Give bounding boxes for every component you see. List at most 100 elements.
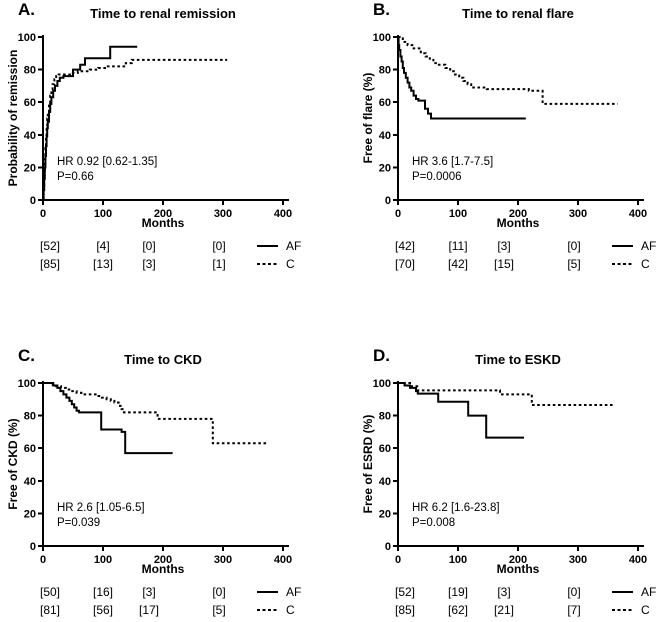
svg-text:400: 400 xyxy=(274,554,292,566)
svg-text:100: 100 xyxy=(449,208,467,220)
svg-text:60: 60 xyxy=(24,97,36,109)
km-plot-svg: 0 20 40 60 80 100 0 100 200 300 400 xyxy=(373,378,648,566)
svg-text:200: 200 xyxy=(509,554,527,566)
svg-text:0: 0 xyxy=(40,208,46,220)
at-risk-row: [85] [62] [21] [7] C xyxy=(330,602,660,618)
hr-annotation: HR 0.92 [0.62-1.35] P=0.66 xyxy=(57,155,157,185)
panel-letter: B. xyxy=(373,0,390,19)
x-axis-label: Months xyxy=(496,216,540,230)
legend-dashed-line xyxy=(612,263,633,265)
panel-letter: C. xyxy=(18,346,35,365)
at-risk-count: [17] xyxy=(138,603,159,617)
chart-title: Time to ESKD xyxy=(475,352,561,367)
panel-c: C. Time to CKD Free of CKD (%) 0 20 40 60 80… xyxy=(0,346,330,622)
at-risk-count: [3] xyxy=(142,585,156,599)
x-axis-label: Months xyxy=(141,562,185,576)
svg-text:300: 300 xyxy=(569,554,587,566)
panel-d: D. Time to ESKD Free of ESRD (%) 0 20 40 60… xyxy=(330,346,660,622)
svg-text:100: 100 xyxy=(94,208,112,220)
panel-a: A. Time to renal remission Probability o… xyxy=(0,0,330,276)
svg-text:0: 0 xyxy=(30,195,36,207)
hr-annotation: HR 3.6 [1.7-7.5] P=0.0006 xyxy=(412,155,493,185)
at-risk-count: [0] xyxy=(142,239,156,253)
legend-label: C xyxy=(286,603,295,617)
chart-title: Time to CKD xyxy=(124,352,202,367)
at-risk-count: [0] xyxy=(212,585,226,599)
legend-label: C xyxy=(641,603,650,617)
at-risk-row: [85] [13] [3] [1] C xyxy=(0,256,330,272)
at-risk-count: [42] xyxy=(394,239,415,253)
svg-text:80: 80 xyxy=(24,65,36,77)
legend-label: C xyxy=(286,257,295,271)
svg-text:300: 300 xyxy=(214,208,232,220)
at-risk-count: [7] xyxy=(567,603,581,617)
at-risk-count: [62] xyxy=(447,603,468,617)
svg-text:0: 0 xyxy=(395,208,401,220)
svg-text:100: 100 xyxy=(373,378,391,390)
svg-text:0: 0 xyxy=(40,554,46,566)
at-risk-count: [52] xyxy=(394,585,415,599)
svg-text:200: 200 xyxy=(154,554,172,566)
p-value-line: P=0.0006 xyxy=(412,171,462,183)
at-risk-count: [70] xyxy=(394,257,415,271)
svg-text:40: 40 xyxy=(379,476,391,488)
svg-text:0: 0 xyxy=(385,195,391,207)
svg-text:300: 300 xyxy=(214,554,232,566)
at-risk-count: [50] xyxy=(39,585,60,599)
svg-text:400: 400 xyxy=(629,208,647,220)
svg-text:60: 60 xyxy=(379,97,391,109)
svg-text:200: 200 xyxy=(509,208,527,220)
svg-text:20: 20 xyxy=(24,508,36,520)
svg-text:100: 100 xyxy=(373,32,391,44)
at-risk-row: [81] [56] [17] [5] C xyxy=(0,602,330,618)
legend-dashed-line xyxy=(257,609,278,611)
svg-text:400: 400 xyxy=(629,554,647,566)
x-axis-label: Months xyxy=(141,216,185,230)
at-risk-count: [15] xyxy=(493,257,514,271)
p-value-line: P=0.66 xyxy=(57,171,94,183)
hr-line: HR 3.6 [1.7-7.5] xyxy=(412,156,494,168)
legend-solid-line xyxy=(612,591,633,593)
legend-dashed-line xyxy=(612,609,633,611)
at-risk-count: [21] xyxy=(493,603,514,617)
panel-letter: D. xyxy=(373,346,390,365)
hr-line: HR 6.2 [1.6-23.8] xyxy=(412,502,500,514)
legend-solid-line xyxy=(257,591,278,593)
legend-solid-line xyxy=(257,245,278,247)
svg-text:20: 20 xyxy=(379,508,391,520)
svg-text:60: 60 xyxy=(24,443,36,455)
svg-text:300: 300 xyxy=(569,208,587,220)
svg-text:100: 100 xyxy=(449,554,467,566)
at-risk-count: [3] xyxy=(142,257,156,271)
at-risk-count: [16] xyxy=(92,585,113,599)
at-risk-count: [0] xyxy=(567,239,581,253)
svg-text:80: 80 xyxy=(379,65,391,77)
svg-text:0: 0 xyxy=(395,554,401,566)
svg-text:40: 40 xyxy=(24,476,36,488)
x-axis-label: Months xyxy=(496,562,540,576)
hr-line: HR 0.92 [0.62-1.35] xyxy=(57,156,158,168)
legend-label: AF xyxy=(641,585,657,599)
at-risk-row: [50] [16] [3] [0] AF xyxy=(0,584,330,600)
at-risk-count: [5] xyxy=(567,257,581,271)
legend-label: AF xyxy=(286,585,302,599)
svg-text:80: 80 xyxy=(379,411,391,423)
svg-text:200: 200 xyxy=(154,208,172,220)
svg-text:400: 400 xyxy=(274,208,292,220)
chart-title: Time to renal remission xyxy=(90,6,236,21)
at-risk-row: [52] [4] [0] [0] AF xyxy=(0,238,330,254)
km-plot-svg: 0 20 40 60 80 100 0 100 200 300 400 xyxy=(18,378,293,566)
at-risk-count: [19] xyxy=(447,585,468,599)
at-risk-count: [3] xyxy=(497,585,511,599)
svg-text:100: 100 xyxy=(18,32,36,44)
km-plot-svg: 0 20 40 60 80 100 0 100 200 300 400 xyxy=(373,32,648,220)
svg-text:80: 80 xyxy=(24,411,36,423)
at-risk-row: [42] [11] [3] [0] AF xyxy=(330,238,660,254)
legend-label: AF xyxy=(286,239,302,253)
at-risk-count: [52] xyxy=(39,239,60,253)
at-risk-count: [0] xyxy=(212,239,226,253)
at-risk-count: [3] xyxy=(497,239,511,253)
at-risk-count: [85] xyxy=(39,257,60,271)
svg-text:40: 40 xyxy=(24,130,36,142)
panel-b: B. Time to renal flare Free of flare (%)… xyxy=(330,0,660,276)
